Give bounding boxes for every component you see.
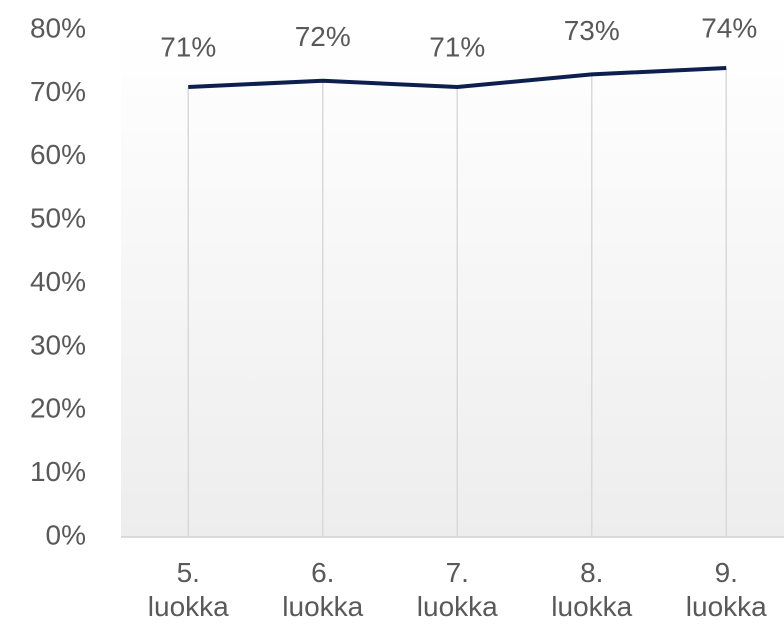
y-tick-label: 60%: [30, 139, 86, 170]
line: [188, 66, 727, 90]
x-tick-label: 7. luokka: [416, 557, 498, 622]
y-tick-label: 50%: [30, 203, 86, 234]
y-tick-label: 70%: [30, 76, 86, 107]
x-tick-label: 9. luokka: [685, 557, 767, 622]
y-tick-label: 0%: [46, 519, 86, 550]
y-tick-label: 80%: [30, 12, 86, 43]
plot-background: [121, 30, 784, 537]
x-tick-text: 7. luokka: [416, 557, 498, 622]
x-tick-text: 6. luokka: [282, 557, 364, 622]
y-tick-label: 10%: [30, 456, 86, 487]
value-label: 73%: [564, 15, 620, 46]
x-tick-text: 9. luokka: [685, 557, 767, 622]
value-label: 71%: [160, 31, 216, 62]
x-tick-text: 5. luokka: [147, 557, 229, 622]
x-tick-label: 6. luokka: [282, 557, 364, 622]
y-tick-label: 20%: [30, 393, 86, 424]
x-tick-label: 5. luokka: [147, 557, 229, 622]
value-label: 71%: [429, 31, 485, 62]
value-label: 72%: [295, 21, 351, 52]
y-tick-label: 30%: [30, 329, 86, 360]
y-tick-label: 40%: [30, 266, 86, 297]
x-tick-label: 8. luokka: [551, 557, 633, 622]
x-tick-text: 8. luokka: [551, 557, 633, 622]
value-label: 74%: [701, 12, 757, 43]
